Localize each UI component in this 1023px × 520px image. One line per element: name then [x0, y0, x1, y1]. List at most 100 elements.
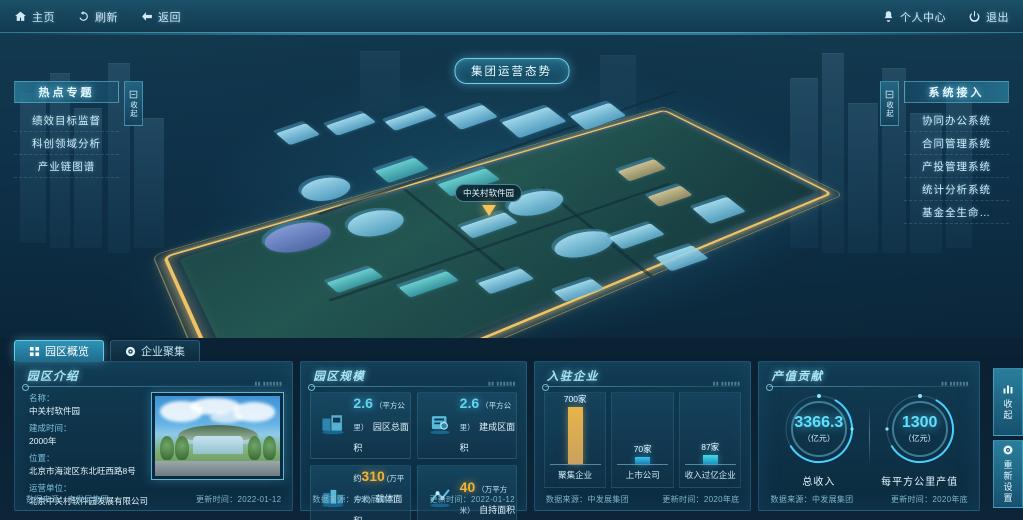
- card-divider: [541, 384, 741, 391]
- chart-icon: [427, 486, 453, 510]
- card-corner-decor: ▮▮ ▮▮▮▮▮▮: [254, 381, 283, 387]
- gauge-total-revenue[interactable]: 3366.3 （亿元） 总收入: [768, 390, 869, 488]
- header-nav-right: 个人中心 退出: [882, 0, 1009, 33]
- right-side-toolbar: 收起 重新设置: [993, 368, 1023, 512]
- building-icon: [320, 413, 346, 437]
- card-park-scale-footer: 数据来源：中发展集团 更新时间：2022-01-12: [312, 494, 515, 505]
- card-park-intro: 园区介绍 ▮▮ ▮▮▮▮▮▮ 名称： 中关村软件园 建成时间： 2000年 位置…: [14, 361, 294, 512]
- metric-built-area-text: 2.6 （平方公里） 建成区面积: [460, 393, 516, 458]
- nav-back-label: 返回: [158, 11, 181, 24]
- bar-label-0: 聚集企业: [558, 470, 593, 480]
- bar-axis-0: [549, 464, 601, 465]
- gauge-total-revenue-value: 3366.3: [794, 413, 844, 431]
- hot-topics-panel: 热点专题 绩效目标监督 科创领域分析 产业链图谱 收起: [14, 81, 143, 178]
- metric-carrier-area[interactable]: 约310(万平方米) 载体面积: [310, 464, 411, 520]
- hot-topics-list: 绩效目标监督 科创领域分析 产业链图谱: [14, 109, 119, 178]
- hot-topic-item-2[interactable]: 产业链图谱: [14, 155, 119, 178]
- bar-column-2[interactable]: 87家 收入过亿企业: [678, 392, 742, 488]
- nav-home-button[interactable]: 主页: [14, 9, 55, 25]
- home-icon: [14, 10, 27, 23]
- reset-settings-button[interactable]: 重新设置: [993, 440, 1023, 508]
- system-access-title: 系统接入: [904, 81, 1009, 103]
- bar-0: [567, 407, 583, 465]
- system-access-item-1[interactable]: 合同管理系统: [904, 132, 1009, 155]
- gauge-output-per-km2-value: 1300: [901, 413, 938, 431]
- collapse-cards-label: 收起: [1002, 399, 1013, 421]
- bar-value-1: 70家: [633, 443, 652, 454]
- gauge-ring-total-revenue: 3366.3 （亿元）: [780, 390, 858, 468]
- system-access-item-4[interactable]: 基金全生命…: [904, 201, 1009, 224]
- collapse-cards-button[interactable]: 收起: [993, 368, 1023, 436]
- metric-total-area-text: 2.6 （平方公里） 园区总面积: [353, 393, 409, 458]
- metric-self-held-area[interactable]: 40 （万平方米） 自持面积: [416, 464, 517, 520]
- nav-user-center-button[interactable]: 个人中心: [882, 9, 946, 25]
- system-access-item-3[interactable]: 统计分析系统: [904, 178, 1009, 201]
- gauge-output-per-km2-text: 1300 （亿元）: [901, 413, 938, 444]
- card-park-intro-title: 园区介绍: [27, 371, 79, 383]
- hot-topic-item-1[interactable]: 科创领域分析: [14, 132, 119, 155]
- tab-enterprise-cluster-label: 企业聚集: [141, 346, 185, 358]
- card-output-contribution-source: 数据来源：中发展集团: [770, 495, 854, 504]
- nav-home-label: 主页: [32, 11, 55, 24]
- card-park-scale-title: 园区规模: [313, 371, 366, 383]
- bar-column-1[interactable]: 70家 上市公司: [611, 392, 674, 488]
- left-panel-collapse-button[interactable]: 收起: [124, 81, 143, 126]
- bar-column-0[interactable]: 700家 聚集企业: [543, 392, 607, 488]
- card-output-contribution-footer: 数据来源：中发展集团 更新时间：2020年底: [770, 494, 968, 505]
- arrow-left-icon: [140, 10, 153, 23]
- right-panel-collapse-button[interactable]: 收起: [880, 81, 899, 126]
- card-corner-decor: ▮▮ ▮▮▮▮▮▮: [712, 381, 741, 387]
- map-marker-label: 中关村软件园: [455, 184, 523, 202]
- card-output-contribution-updated: 更新时间：2020年底: [890, 495, 968, 504]
- card-divider: [308, 384, 516, 391]
- system-access-panel: 系统接入 协同办公系统 合同管理系统 产投管理系统 统计分析系统 基金全生命… …: [880, 81, 1009, 224]
- bottom-tabs: 园区概览 企业聚集: [14, 340, 200, 361]
- park-scale-metrics: 2.6 （平方公里） 园区总面积 2.6 （平方公里） 建成区面积: [310, 392, 517, 520]
- system-access-item-2[interactable]: 产投管理系统: [904, 155, 1009, 178]
- tab-park-overview[interactable]: 园区概览: [14, 340, 104, 361]
- map-3d-view[interactable]: 集团运营态势: [0, 33, 1023, 338]
- grid-icon: [29, 346, 40, 357]
- gear-icon: [1003, 445, 1013, 455]
- nav-logout-label: 退出: [986, 11, 1009, 24]
- metric-self-held-area-label: 自持面积: [479, 505, 516, 516]
- bar-value-2: 87家: [701, 442, 720, 453]
- output-gauges: 3366.3 （亿元） 总收入: [768, 390, 970, 488]
- card-park-scale: 园区规模 ▮▮ ▮▮▮▮▮▮ 2.6 （平方公里） 园区总面积: [300, 361, 527, 520]
- metric-total-area[interactable]: 2.6 （平方公里） 园区总面积: [310, 392, 411, 459]
- nav-user-center-label: 个人中心: [900, 11, 946, 24]
- left-panel-collapse-label: 收起: [129, 100, 139, 118]
- metric-carrier-area-value: 310: [361, 467, 385, 484]
- bar-chart-icon: [1003, 385, 1013, 394]
- companies-bar-chart: 700家 聚集企业 70家 上市公司 87家 收入过亿企业: [543, 392, 742, 488]
- bar-value-0: 700家: [563, 394, 587, 404]
- map-status-pill[interactable]: 集团运营态势: [454, 58, 569, 84]
- tab-enterprise-cluster[interactable]: 企业聚集: [110, 340, 200, 361]
- hot-topics-title: 热点专题: [14, 81, 119, 103]
- system-access-item-0[interactable]: 协同办公系统: [904, 109, 1009, 132]
- card-resident-companies-footer: 数据来源：中发展集团 更新时间：2020年底: [546, 494, 740, 505]
- map-pin-icon: [481, 205, 496, 216]
- nav-refresh-label: 刷新: [95, 11, 118, 24]
- intro-value-operator: 北京中关村软件园发展有限公司: [29, 496, 149, 506]
- metric-self-held-area-value: 40: [459, 478, 476, 495]
- card-park-intro-footer: 数据来源：中发展集团 更新时间：2022-01-12: [26, 494, 281, 505]
- nav-back-button[interactable]: 返回: [140, 9, 181, 25]
- gauge-output-per-km2[interactable]: 1300 （亿元） 每平方公里产值: [869, 390, 970, 488]
- intro-value-built: 2000年: [29, 436, 57, 446]
- hot-topic-item-0[interactable]: 绩效目标监督: [14, 109, 119, 132]
- park-intro-fields: 名称： 中关村软件园 建成时间： 2000年 位置： 北京市海淀区东北旺西路8号…: [29, 392, 149, 512]
- gauge-output-per-km2-unit: （亿元）: [903, 433, 936, 443]
- refresh-icon: [77, 10, 90, 23]
- nav-logout-button[interactable]: 退出: [968, 9, 1009, 25]
- nav-refresh-button[interactable]: 刷新: [77, 9, 118, 25]
- metric-built-area[interactable]: 2.6 （平方公里） 建成区面积: [416, 392, 517, 459]
- bar-label-2: 收入过亿企业: [684, 470, 736, 480]
- gauge-total-revenue-text: 3366.3 （亿元）: [794, 413, 844, 444]
- map-marker-software-park[interactable]: 中关村软件园: [455, 183, 523, 216]
- metric-carrier-area-unit: (万平方米): [353, 473, 405, 505]
- card-park-intro-updated: 更新时间：2022-01-12: [195, 495, 282, 504]
- park-photo-road: [155, 460, 280, 476]
- gauge-total-revenue-unit: （亿元）: [802, 433, 835, 443]
